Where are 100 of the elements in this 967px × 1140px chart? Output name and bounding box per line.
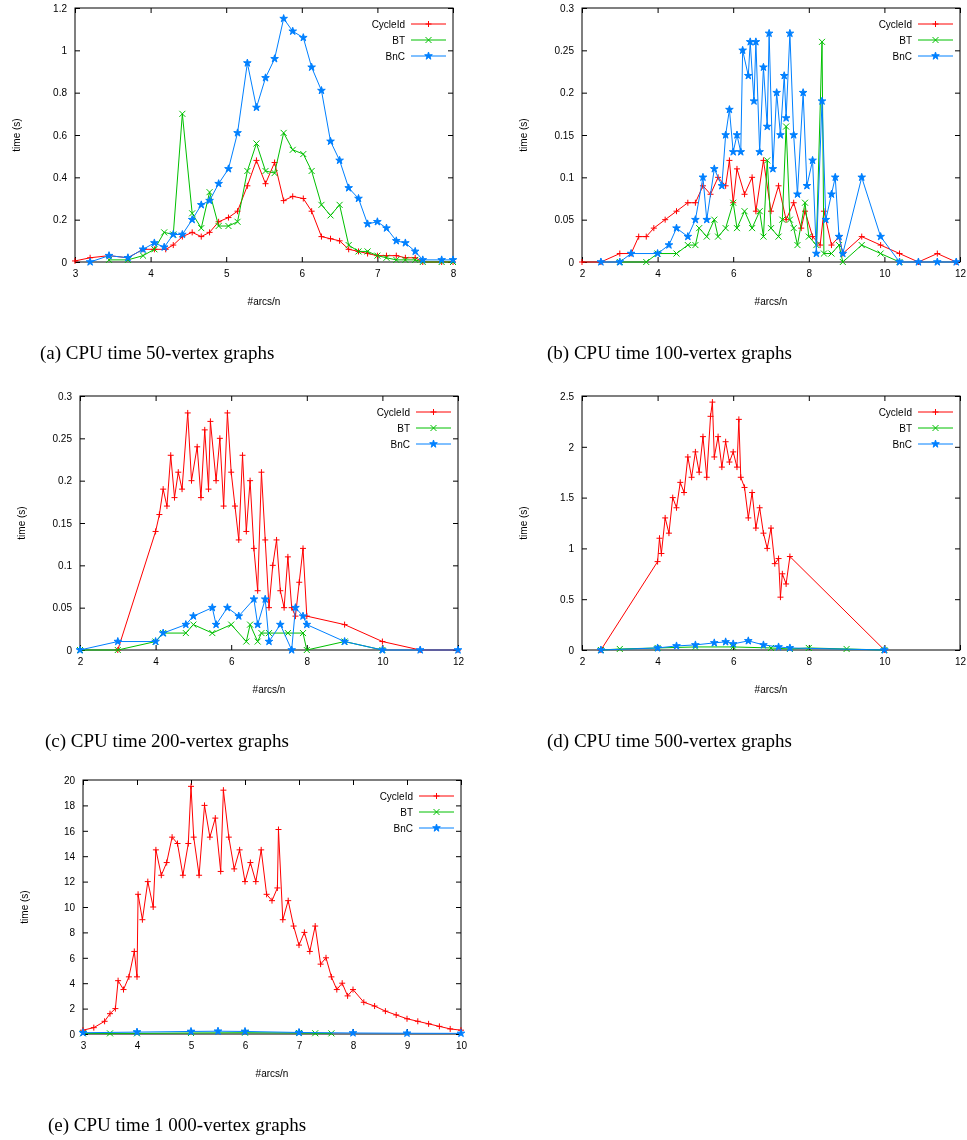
x-tick-label: 7	[296, 1040, 303, 1052]
x-tick-label: 5	[188, 1040, 195, 1052]
y-tick-label: 0.5	[560, 593, 575, 605]
y-axis-title: time (s)	[16, 506, 27, 540]
y-tick-label: 0.15	[52, 517, 73, 529]
legend-label: BnC	[393, 823, 413, 834]
x-tick-label: 4	[655, 268, 662, 280]
x-tick-label: 10	[879, 268, 891, 280]
y-tick-label: 0.15	[554, 129, 575, 141]
y-axis-title: time (s)	[11, 118, 22, 152]
x-tick-label: 8	[806, 268, 813, 280]
x-tick-label: 4	[134, 1040, 141, 1052]
y-tick-label: 0	[61, 256, 68, 268]
x-tick-label: 8	[450, 268, 457, 280]
y-tick-label: 0	[66, 644, 73, 656]
x-tick-label: 8	[806, 656, 813, 668]
y-tick-label: 2	[568, 441, 575, 453]
y-tick-label: 18	[63, 800, 76, 812]
legend-label: BT	[400, 807, 413, 818]
x-tick-label: 6	[730, 656, 737, 668]
y-tick-label: 2.5	[560, 390, 575, 402]
x-tick-label: 6	[299, 268, 306, 280]
legend-label: BT	[899, 423, 912, 434]
text: (d) CPU time 500-vertex graphs	[547, 730, 792, 752]
y-tick-label: 0.05	[52, 602, 73, 614]
y-tick-label: 0.8	[53, 87, 68, 99]
y-tick-label: 12	[63, 876, 76, 888]
x-tick-label: 6	[242, 1040, 249, 1052]
x-axis-title: #arcs/n	[252, 684, 286, 695]
y-tick-label: 8	[69, 927, 76, 939]
x-tick-label: 2	[579, 656, 586, 668]
legend-label: BT	[899, 35, 912, 46]
legend-label: BnC	[385, 51, 405, 62]
x-tick-label: 4	[153, 656, 160, 668]
y-axis-title: time (s)	[19, 890, 30, 924]
legend-label: CycleId	[878, 407, 912, 418]
x-tick-label: 10	[377, 656, 389, 668]
y-axis-title: time (s)	[518, 506, 529, 540]
y-tick-label: 10	[63, 901, 76, 913]
legend-label: BnC	[892, 439, 912, 450]
y-tick-label: 0.2	[58, 475, 73, 487]
x-tick-label: 10	[879, 656, 891, 668]
y-tick-label: 0.2	[53, 214, 68, 226]
x-tick-label: 2	[579, 268, 586, 280]
text: (c) CPU time 200-vertex graphs	[45, 730, 289, 752]
y-tick-label: 1	[61, 45, 68, 57]
y-tick-label: 0	[568, 644, 575, 656]
x-tick-label: 8	[350, 1040, 357, 1052]
legend-label: CycleId	[878, 19, 912, 30]
y-tick-label: 0.25	[554, 45, 575, 57]
y-tick-label: 0.2	[560, 87, 575, 99]
x-tick-label: 12	[452, 656, 465, 668]
y-tick-label: 1.2	[53, 2, 68, 14]
y-tick-label: 0	[69, 1028, 76, 1040]
y-tick-label: 6	[69, 952, 76, 964]
x-tick-label: 12	[954, 268, 967, 280]
y-tick-label: 0.3	[560, 2, 575, 14]
x-tick-label: 4	[655, 656, 662, 668]
legend-label: CycleId	[376, 407, 410, 418]
x-axis-title: #arcs/n	[255, 1068, 289, 1079]
y-tick-label: 0.05	[554, 214, 575, 226]
x-tick-label: 9	[404, 1040, 411, 1052]
legend-label: BnC	[390, 439, 410, 450]
x-tick-label: 7	[375, 268, 382, 280]
x-tick-label: 3	[72, 268, 79, 280]
y-tick-label: 0.1	[58, 560, 73, 572]
legend-label: BT	[397, 423, 410, 434]
y-tick-label: 0.1	[560, 172, 575, 184]
y-tick-label: 2	[69, 1003, 76, 1015]
x-axis-title: #arcs/n	[754, 684, 788, 695]
legend-label: CycleId	[379, 791, 413, 802]
x-tick-label: 4	[148, 268, 155, 280]
text: (b) CPU time 100-vertex graphs	[547, 342, 792, 364]
x-tick-label: 2	[77, 656, 84, 668]
x-tick-label: 3	[80, 1040, 87, 1052]
x-tick-label: 10	[455, 1040, 468, 1052]
x-tick-label: 6	[228, 656, 235, 668]
x-axis-title: #arcs/n	[754, 296, 788, 307]
text: (e) CPU time 1 000-vertex graphs	[48, 1114, 307, 1136]
x-tick-label: 6	[730, 268, 737, 280]
y-tick-label: 0.25	[52, 433, 73, 445]
legend-label: BT	[392, 35, 405, 46]
y-tick-label: 0.3	[58, 390, 73, 402]
y-tick-label: 14	[63, 850, 76, 862]
y-tick-label: 4	[69, 977, 76, 989]
y-tick-label: 0	[568, 256, 575, 268]
legend-label: BnC	[892, 51, 912, 62]
y-tick-label: 1.5	[560, 492, 575, 504]
y-tick-label: 20	[63, 774, 76, 786]
y-tick-label: 16	[63, 825, 76, 837]
y-tick-label: 0.4	[53, 172, 68, 184]
x-tick-label: 12	[954, 656, 967, 668]
y-tick-label: 0.6	[53, 129, 68, 141]
x-tick-label: 8	[304, 656, 311, 668]
x-axis-title: #arcs/n	[247, 296, 281, 307]
y-axis-title: time (s)	[518, 118, 529, 152]
text: (a) CPU time 50-vertex graphs	[40, 342, 275, 364]
legend-label: CycleId	[371, 19, 405, 30]
y-tick-label: 1	[568, 543, 575, 555]
x-tick-label: 5	[223, 268, 230, 280]
